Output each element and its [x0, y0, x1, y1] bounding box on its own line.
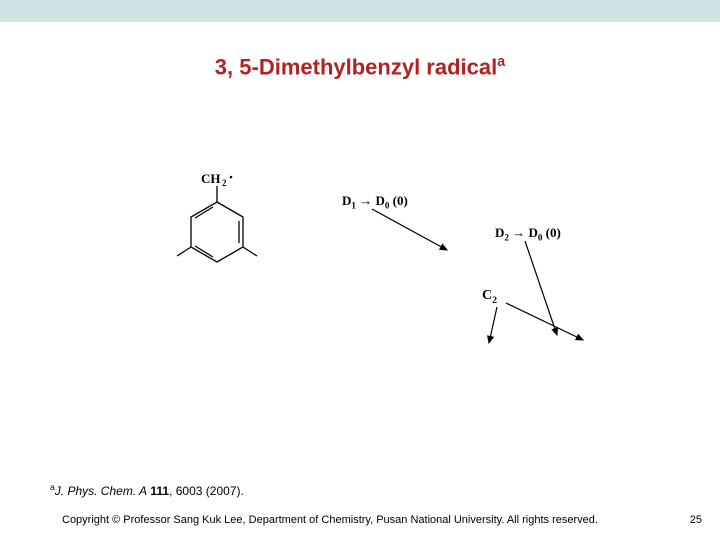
citation-volume: 111	[150, 484, 169, 498]
t2-l: D	[495, 225, 504, 240]
t1-r: D	[375, 193, 384, 208]
t2-a: →	[509, 225, 529, 240]
arrow-2	[525, 241, 557, 335]
citation: aJ. Phys. Chem. A 111, 6003 (2007).	[50, 482, 244, 498]
svg-text:CH: CH	[201, 172, 221, 186]
transition-label-2: D2 → D0 (0)	[495, 225, 561, 243]
t1-t: (0)	[389, 193, 407, 208]
t2-t: (0)	[542, 225, 560, 240]
transition-label-1: D1 → D0 (0)	[342, 193, 408, 211]
arrow-3	[489, 307, 497, 343]
c2-t: C	[482, 288, 492, 303]
copyright-text: Copyright © Professor Sang Kuk Lee, Depa…	[62, 514, 598, 526]
title-superscript: a	[497, 54, 505, 70]
c2-s: 2	[492, 295, 497, 306]
t2-r: D	[528, 225, 537, 240]
citation-rest: , 6003 (2007).	[169, 484, 244, 498]
annotation-arrows	[0, 0, 720, 540]
page-number: 25	[690, 514, 702, 526]
top-color-bar	[0, 0, 720, 22]
arrow-4	[506, 303, 583, 340]
arrow-1	[372, 209, 447, 250]
citation-journal: J. Phys. Chem. A	[55, 484, 147, 498]
t1-l: D	[342, 193, 351, 208]
t1-a: →	[356, 193, 376, 208]
c2-label: C2	[482, 288, 497, 306]
slide-title: 3, 5-Dimethylbenzyl radicala	[0, 54, 720, 80]
title-text: 3, 5-Dimethylbenzyl radical	[215, 54, 497, 79]
svg-text:2: 2	[222, 178, 227, 188]
molecule-structure: CH 2	[155, 172, 280, 292]
